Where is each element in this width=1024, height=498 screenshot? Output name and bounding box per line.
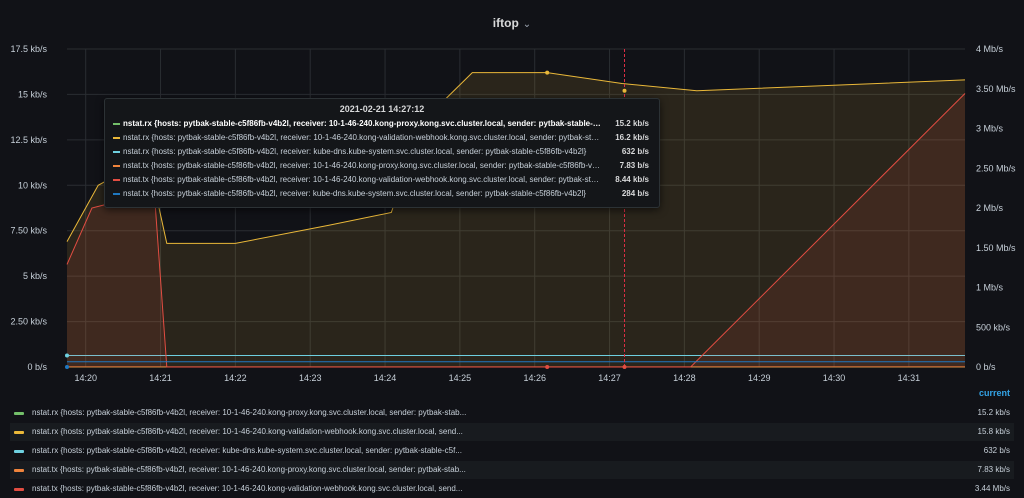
tooltip-series-name: nstat.tx {hosts: pytbak-stable-c5f86fb-v… [123,175,603,184]
legend-series-name[interactable]: nstat.rx {hosts: pytbak-stable-c5f86fb-v… [32,446,462,455]
y-right-tick-label: 2.50 Mb/s [976,163,1016,173]
hover-tooltip: 2021-02-21 14:27:12 nstat.rx {hosts: pyt… [104,98,660,208]
legend-swatch[interactable] [14,450,24,453]
y-right-tick-label: 0 b/s [976,362,996,372]
y-left-tick-label: 12.5 kb/s [10,135,47,145]
x-tick-label: 14:25 [449,373,472,383]
tooltip-row: nstat.tx {hosts: pytbak-stable-c5f86fb-v… [105,187,659,201]
hover-point [622,365,627,369]
legend-series-name[interactable]: nstat.tx {hosts: pytbak-stable-c5f86fb-v… [32,465,466,474]
tooltip-row: nstat.rx {hosts: pytbak-stable-c5f86fb-v… [105,117,659,131]
legend-row[interactable]: nstat.tx {hosts: pytbak-stable-c5f86fb-v… [10,480,1014,498]
series-swatch [113,137,120,139]
tooltip-series-value: 8.44 kb/s [615,175,649,184]
x-tick-label: 14:21 [149,373,172,383]
y-right-tick-label: 3.50 Mb/s [976,84,1016,94]
panel-title[interactable]: iftop [492,16,519,30]
legend-swatch[interactable] [14,469,24,472]
tooltip-rows: nstat.rx {hosts: pytbak-stable-c5f86fb-v… [105,117,659,201]
tooltip-series-value: 15.2 kb/s [615,119,649,128]
y-right-tick-label: 4 Mb/s [976,44,1004,54]
tooltip-series-name: nstat.rx {hosts: pytbak-stable-c5f86fb-v… [123,147,587,156]
y-right-tick-label: 1 Mb/s [976,283,1004,293]
hover-point [545,365,550,369]
tooltip-series-name: nstat.tx {hosts: pytbak-stable-c5f86fb-v… [123,161,603,170]
x-tick-label: 14:29 [748,373,771,383]
legend-row[interactable]: nstat.rx {hosts: pytbak-stable-c5f86fb-v… [10,404,1014,422]
series-swatch [113,151,120,153]
series-area-4 [67,93,965,367]
series-swatch [113,165,120,167]
legend-row[interactable]: nstat.rx {hosts: pytbak-stable-c5f86fb-v… [10,442,1014,460]
legend-current-value: 3.44 Mb/s [974,484,1010,493]
x-tick-label: 14:23 [299,373,322,383]
chevron-down-icon[interactable]: ⌄ [522,19,532,30]
y-left-tick-label: 7.50 kb/s [10,226,47,236]
x-tick-label: 14:26 [523,373,546,383]
series-line-4[interactable] [66,93,966,368]
y-left-tick-label: 2.50 kb/s [10,317,47,327]
legend-column-current[interactable]: current [978,388,1010,398]
tooltip-row: nstat.rx {hosts: pytbak-stable-c5f86fb-v… [105,131,659,145]
tooltip-row: nstat.tx {hosts: pytbak-stable-c5f86fb-v… [105,159,659,173]
x-tick-label: 14:31 [898,373,921,383]
x-tick-label: 14:27 [598,373,621,383]
tooltip-series-value: 16.2 kb/s [615,133,649,142]
axes: 0 b/s 2.50 kb/s 5 kb/s 7.50 kb/s 10 kb/s 12.5… [10,44,1016,383]
y-left-tick-label: 17.5 kb/s [10,44,47,54]
series-swatch [113,193,120,195]
y-left-tick-label: 10 kb/s [18,180,48,190]
y-left-tick-label: 0 b/s [27,362,47,372]
legend-series-name[interactable]: nstat.tx {hosts: pytbak-stable-c5f86fb-v… [32,484,463,493]
legend-current-value: 7.83 kb/s [977,465,1010,474]
series-start-point [65,365,69,369]
series-area-1 [67,72,965,367]
hover-point [622,88,627,93]
tooltip-series-value: 7.83 b/s [619,161,649,170]
y-left-tick-label: 15 kb/s [18,89,48,99]
y-left-tick-label: 5 kb/s [23,271,48,281]
legend-current-value: 632 b/s [983,446,1010,455]
legend-row[interactable]: nstat.tx {hosts: pytbak-stable-c5f86fb-v… [10,461,1014,479]
tooltip-series-value: 284 b/s [621,189,649,198]
legend-swatch[interactable] [14,488,24,491]
legend-swatch[interactable] [14,412,24,415]
legend-current-value: 15.8 kb/s [977,427,1010,436]
timeseries-chart[interactable]: 0 b/s 2.50 kb/s 5 kb/s 7.50 kb/s 10 kb/s 12.5… [0,0,1024,388]
legend-swatch[interactable] [14,431,24,434]
tooltip-series-name: nstat.rx {hosts: pytbak-stable-c5f86fb-v… [123,133,603,142]
y-right-tick-label: 1.50 Mb/s [976,243,1016,253]
series-start-point [65,353,69,358]
legend-row[interactable]: nstat.rx {hosts: pytbak-stable-c5f86fb-v… [10,423,1014,441]
y-right-tick-label: 500 kb/s [976,322,1011,332]
hover-point [545,70,550,75]
x-tick-label: 14:24 [374,373,397,383]
legend-current-value: 15.2 kb/s [977,408,1010,417]
x-tick-label: 14:22 [224,373,247,383]
tooltip-row: nstat.tx {hosts: pytbak-stable-c5f86fb-v… [105,173,659,187]
tooltip-time: 2021-02-21 14:27:12 [339,104,425,114]
x-tick-label: 14:28 [673,373,696,383]
legend-series-name[interactable]: nstat.rx {hosts: pytbak-stable-c5f86fb-v… [32,427,463,436]
x-tick-label: 14:20 [74,373,97,383]
tooltip-row: nstat.rx {hosts: pytbak-stable-c5f86fb-v… [105,145,659,159]
tooltip-series-name: nstat.tx {hosts: pytbak-stable-c5f86fb-v… [123,189,586,198]
series-swatch [113,179,120,181]
panel-header[interactable]: iftop ⌄ [0,14,1024,38]
tooltip-series-value: 632 b/s [621,147,649,156]
y-right-tick-label: 3 Mb/s [976,124,1004,134]
legend-series-name[interactable]: nstat.rx {hosts: pytbak-stable-c5f86fb-v… [32,408,467,417]
y-right-tick-label: 2 Mb/s [976,203,1004,213]
series-swatch [113,123,120,125]
x-tick-label: 14:30 [823,373,846,383]
tooltip-series-name: nstat.rx {hosts: pytbak-stable-c5f86fb-v… [123,119,603,128]
